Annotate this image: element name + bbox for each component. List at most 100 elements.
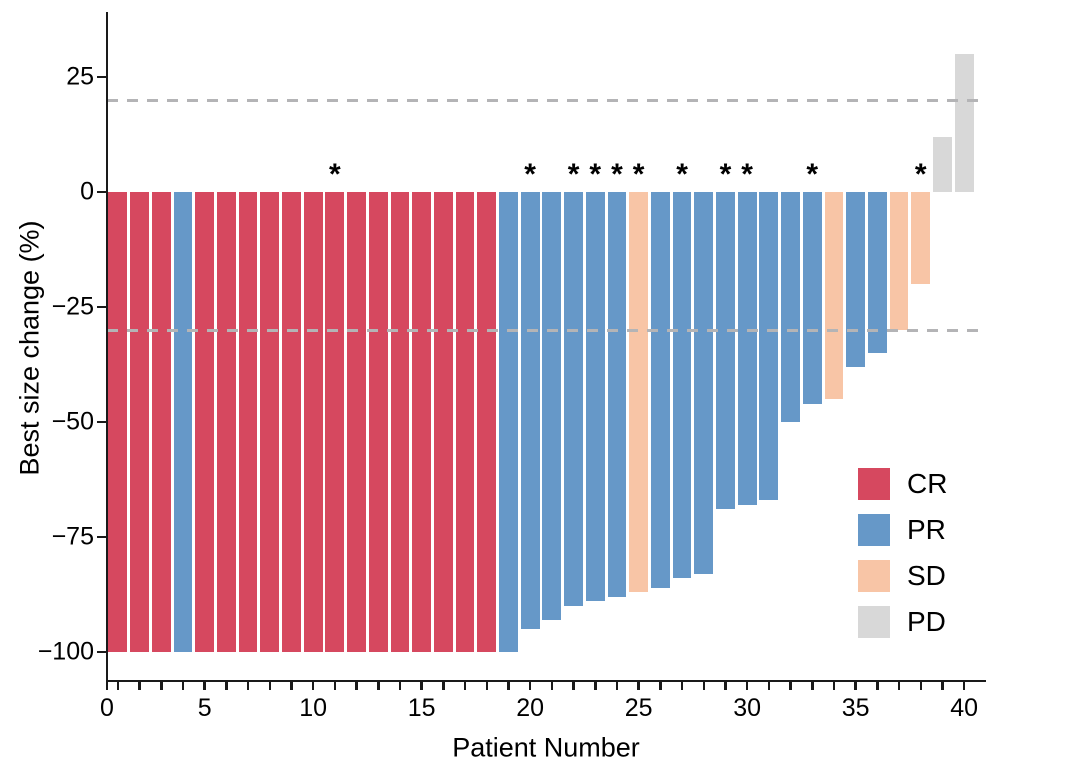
upper-threshold-line (107, 98, 986, 102)
x-tick (702, 682, 705, 690)
bar-patient-1 (108, 192, 128, 652)
x-tick (659, 682, 662, 690)
x-tick (832, 682, 836, 690)
x-tick-origin (105, 682, 108, 690)
bar-patient-22 (564, 192, 583, 606)
x-tick (507, 682, 510, 690)
asterisk-patient-33: * (806, 158, 819, 191)
legend-swatch-cr (858, 468, 890, 500)
y-axis-title: Best size change (%) (14, 220, 45, 476)
bar-patient-35 (846, 192, 866, 367)
x-tick (637, 682, 640, 690)
legend-swatch-sd (858, 560, 890, 592)
legend-swatch-pd (858, 606, 890, 638)
legend-row-cr: CR (858, 468, 947, 500)
x-tick (181, 682, 185, 690)
y-tick-label: −75 (51, 522, 94, 551)
x-axis-title: Patient Number (452, 732, 640, 763)
x-tick (377, 682, 380, 690)
bar-patient-25 (629, 192, 649, 593)
y-tick-label: 25 (66, 62, 94, 91)
x-tick-label: 5 (197, 694, 212, 722)
bar-patient-37 (889, 192, 909, 330)
x-tick (485, 682, 488, 690)
x-tick (311, 682, 315, 690)
x-tick (745, 682, 749, 690)
x-tick (724, 682, 727, 690)
bar-patient-26 (650, 192, 670, 588)
x-tick (225, 682, 228, 690)
y-tick (97, 650, 106, 654)
y-tick (97, 305, 106, 309)
bar-patient-40 (954, 54, 974, 192)
bar-patient-23 (585, 192, 605, 602)
x-tick (615, 682, 619, 690)
x-tick (962, 682, 966, 690)
y-tick-label: 0 (80, 177, 94, 206)
x-tick (268, 682, 271, 690)
asterisk-patient-30: * (741, 158, 753, 191)
y-tick-label: −50 (51, 407, 94, 436)
legend: CR PR SD PD (858, 468, 947, 652)
bar-patient-13 (368, 192, 388, 652)
y-tick (97, 75, 106, 79)
x-tick (767, 682, 771, 690)
legend-row-sd: SD (858, 560, 947, 592)
asterisk-patient-38: * (914, 158, 927, 191)
bar-patient-12 (347, 192, 366, 652)
bar-patient-34 (824, 192, 844, 399)
x-tick (442, 682, 445, 690)
x-tick (246, 682, 250, 690)
bar-patient-5 (195, 192, 215, 652)
x-tick-label: 10 (299, 694, 328, 722)
bar-patient-10 (303, 192, 323, 652)
bar-patient-14 (390, 192, 410, 652)
bar-patient-17 (455, 192, 475, 652)
asterisk-patient-27: * (676, 158, 688, 191)
x-tick (550, 682, 554, 690)
bar-patient-11 (325, 192, 345, 652)
bar-patient-31 (759, 192, 779, 501)
x-tick (160, 682, 163, 690)
y-axis-line (105, 12, 108, 682)
x-tick-label: 35 (841, 694, 870, 722)
bar-patient-18 (477, 192, 497, 652)
y-tick (97, 535, 106, 539)
bar-patient-27 (672, 192, 692, 579)
bar-patient-6 (216, 192, 236, 652)
bar-patient-3 (151, 192, 171, 652)
asterisk-patient-25: * (632, 158, 645, 191)
bar-patient-8 (260, 192, 280, 652)
x-tick (789, 682, 792, 690)
legend-row-pd: PD (858, 606, 947, 638)
bar-patient-20 (520, 192, 540, 629)
x-tick (355, 682, 358, 690)
x-tick (333, 682, 337, 690)
x-tick (876, 682, 879, 690)
asterisk-patient-22: * (567, 158, 580, 191)
asterisk-patient-29: * (719, 158, 732, 191)
asterisk-patient-24: * (611, 158, 623, 191)
x-tick-label: 20 (516, 694, 545, 722)
lower-threshold-line (107, 328, 986, 332)
legend-swatch-pr (858, 514, 890, 546)
legend-label-cr: CR (907, 468, 948, 499)
x-tick (594, 682, 597, 690)
bar-patient-29 (716, 192, 735, 510)
x-tick-label: 40 (950, 694, 979, 722)
bar-patient-28 (694, 192, 714, 574)
x-tick (398, 682, 402, 690)
x-tick (290, 682, 293, 690)
legend-label-pd: PD (907, 606, 946, 637)
legend-label-sd: SD (907, 560, 946, 591)
bar-patient-15 (412, 192, 432, 652)
bar-patient-9 (282, 192, 301, 652)
x-tick (138, 682, 141, 690)
y-tick-label: −100 (37, 637, 94, 666)
x-tick-label: 25 (624, 694, 653, 722)
x-tick-label: 15 (407, 694, 436, 722)
asterisk-patient-23: * (589, 158, 602, 191)
x-tick (941, 682, 944, 690)
x-axis-line (105, 679, 986, 682)
